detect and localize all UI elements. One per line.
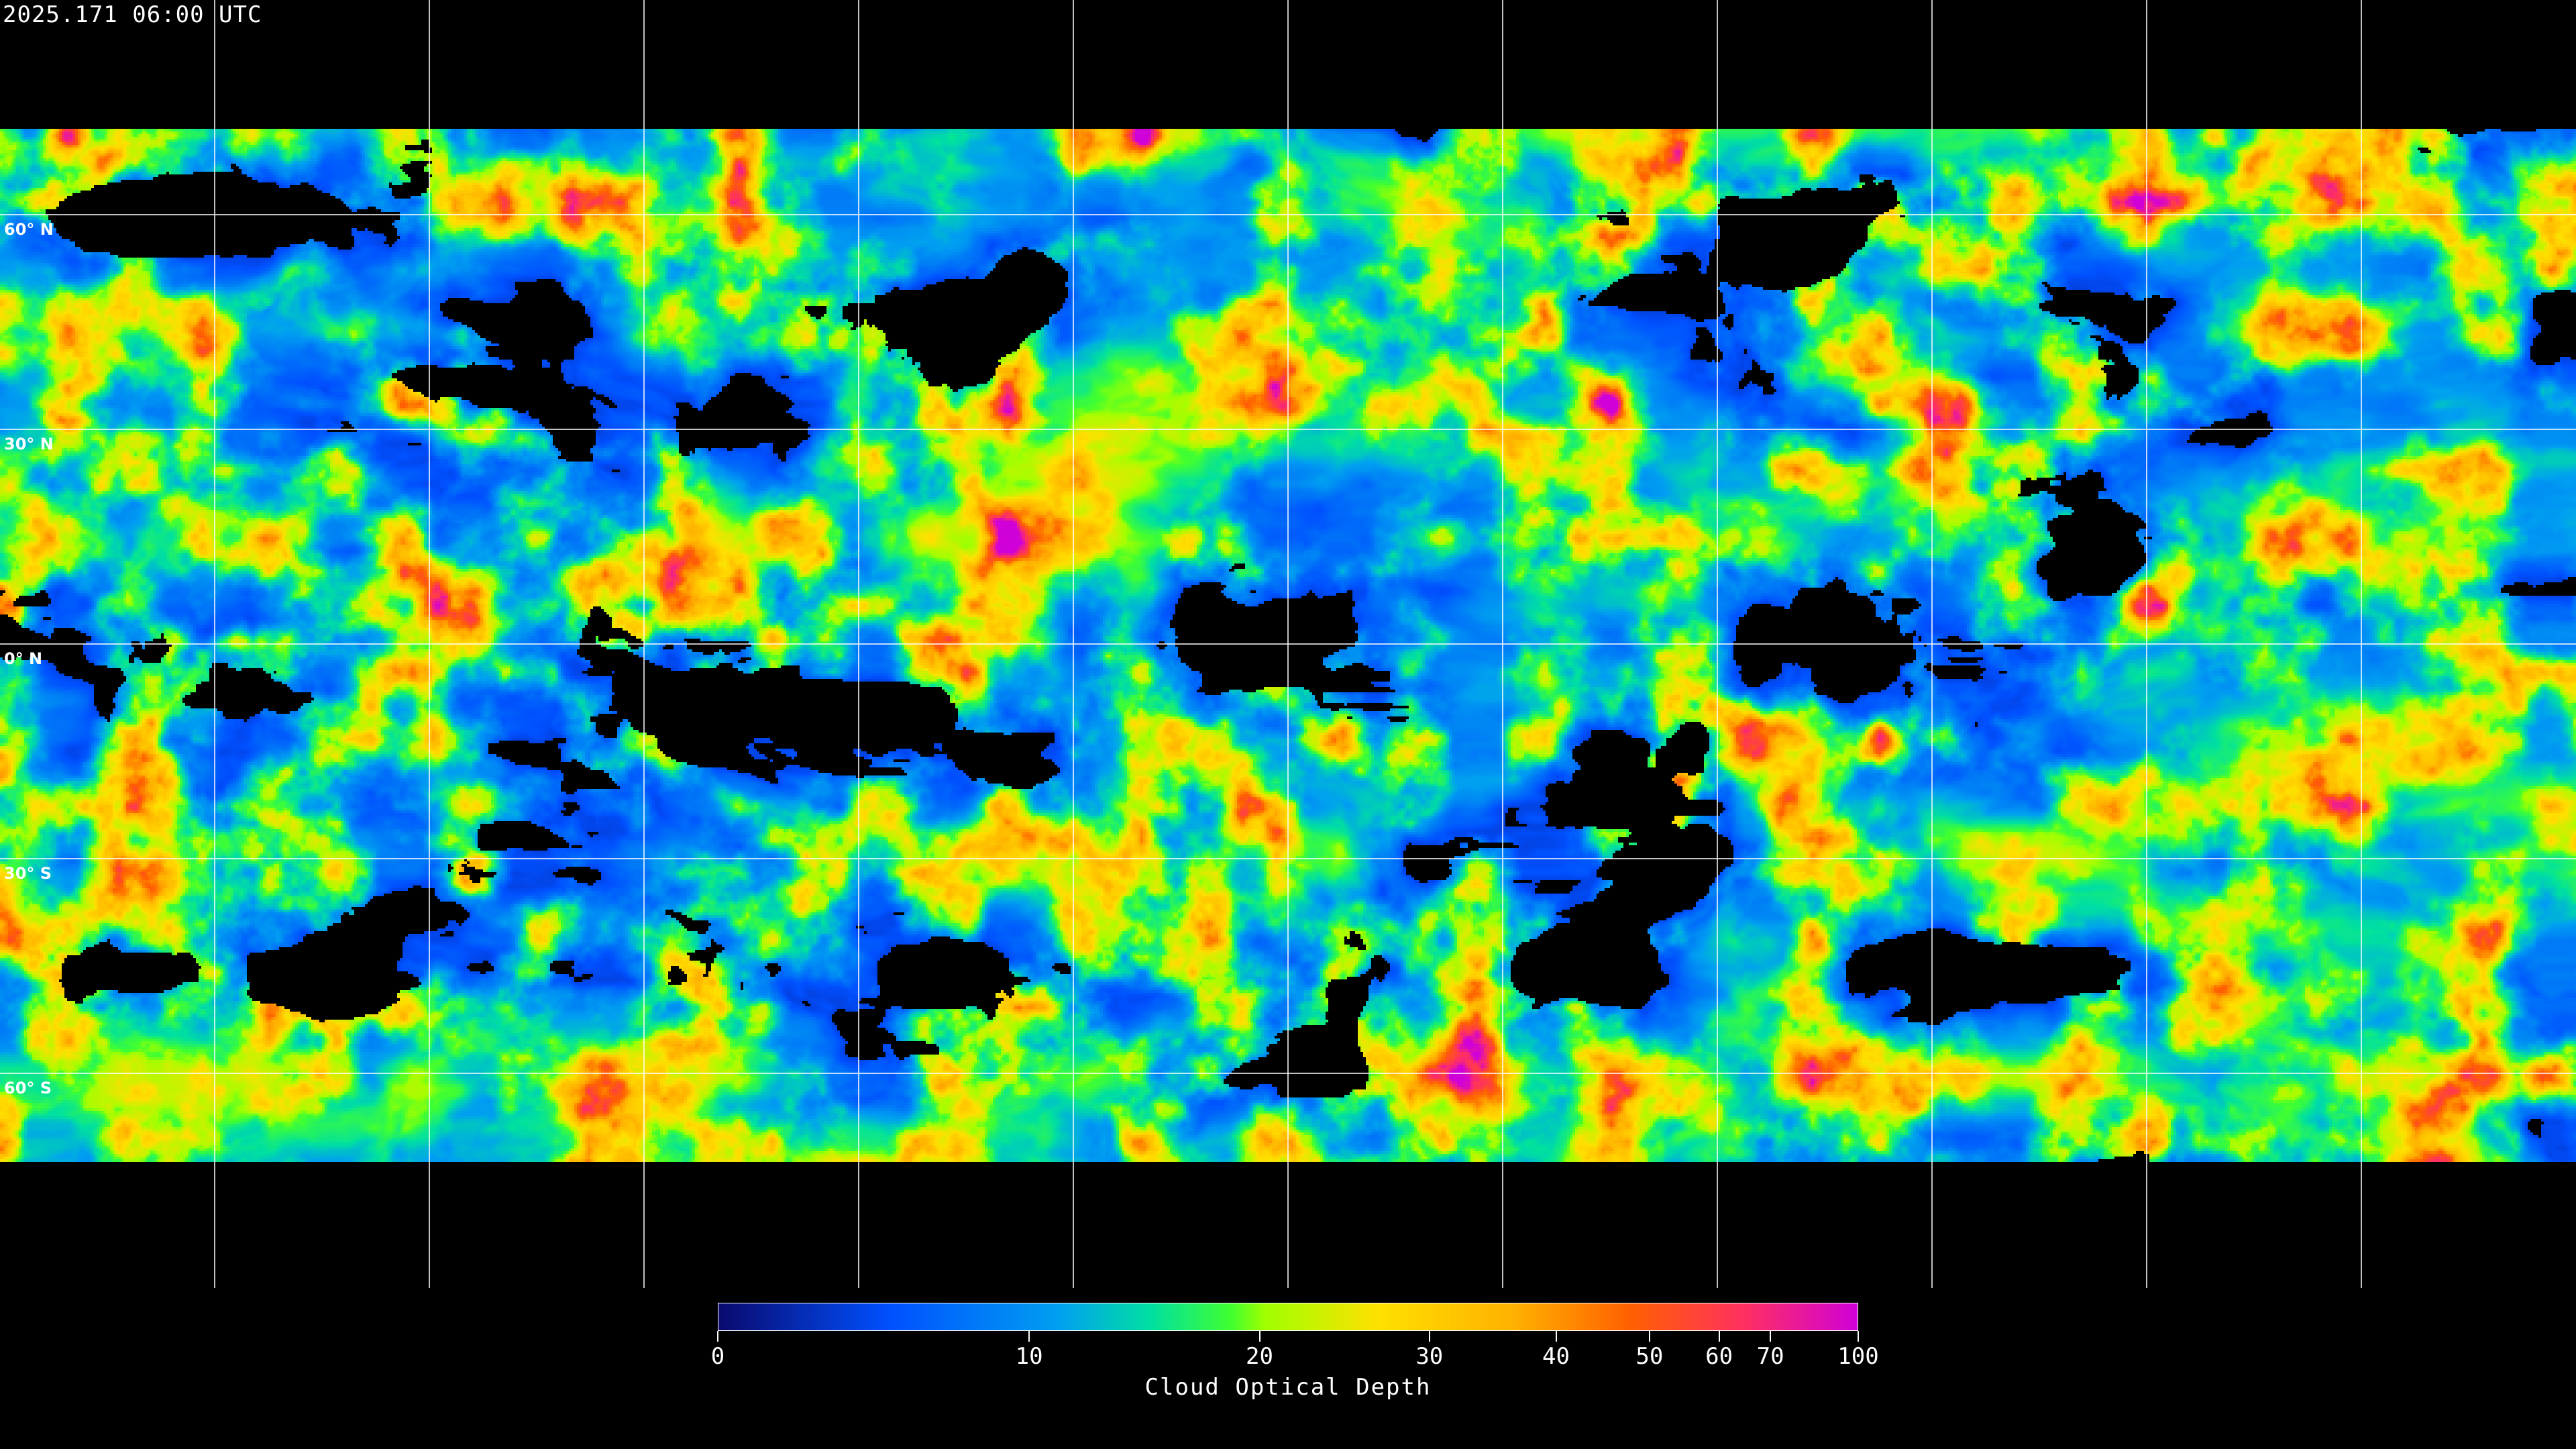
colorbar-label: Cloud Optical Depth <box>1144 1374 1432 1401</box>
colorbar-tick-label: 0 <box>710 1343 725 1370</box>
lat-label-30n: 30° N <box>4 435 54 453</box>
colorbar-tick-label: 60 <box>1705 1343 1733 1370</box>
colorbar-tick <box>1858 1331 1859 1342</box>
lat-label-60s: 60° S <box>4 1079 52 1097</box>
graticule <box>0 0 2576 1288</box>
colorbar-tick-label: 70 <box>1756 1343 1784 1370</box>
colorbar-tick-label: 100 <box>1837 1343 1879 1370</box>
colorbar-tick <box>717 1331 718 1342</box>
colorbar-tick <box>1648 1331 1650 1342</box>
colorbar-tick-label: 10 <box>1015 1343 1043 1370</box>
colorbar-tick-label: 50 <box>1635 1343 1664 1370</box>
colorbar-tick-label: 40 <box>1542 1343 1570 1370</box>
colorbar-tick <box>1770 1331 1772 1342</box>
cloud-optical-depth-map: 60° N 30° N 0° N 30° S 60° S <box>0 0 2576 1288</box>
colorbar <box>718 1303 1858 1331</box>
lat-label-60n: 60° N <box>4 220 54 239</box>
lat-label-30s: 30° S <box>4 864 52 883</box>
colorbar-tick <box>1028 1331 1030 1342</box>
colorbar-tick-label: 30 <box>1415 1343 1444 1370</box>
colorbar-ticks: 0 10 20 30 40 50 60 70 100 <box>711 1331 1879 1378</box>
colorbar-tick <box>1428 1331 1430 1342</box>
timestamp-title: 2025.171 06:00 UTC <box>3 1 262 28</box>
colorbar-tick <box>1555 1331 1557 1342</box>
colorbar-tick-label: 20 <box>1246 1343 1273 1370</box>
lat-label-0n: 0° N <box>4 649 43 668</box>
colorbar-tick <box>1258 1331 1260 1342</box>
colorbar-tick <box>1718 1331 1720 1342</box>
